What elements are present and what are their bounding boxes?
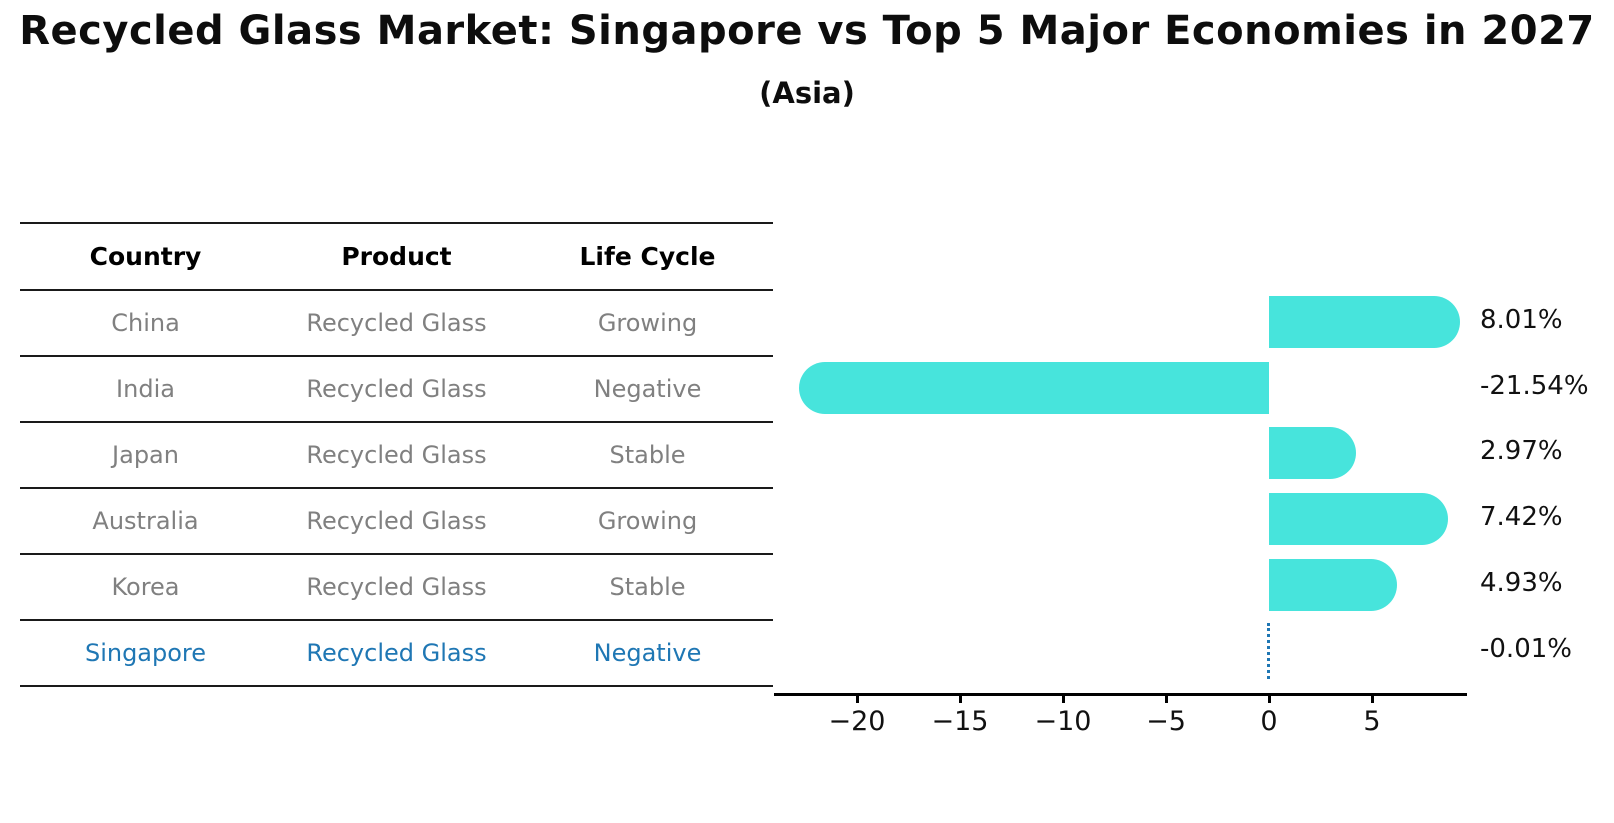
bar-india	[799, 362, 1269, 414]
cell-country: Japan	[112, 441, 179, 469]
value-label: 8.01%	[1480, 305, 1563, 335]
x-axis-tick	[958, 693, 962, 703]
country-table: Country Product Life Cycle China Recycled Gl…	[20, 222, 773, 687]
table-header-cell: Country	[89, 242, 202, 271]
bar-australia	[1269, 493, 1448, 545]
x-axis-tick-label: 5	[1363, 706, 1381, 737]
value-label: 2.97%	[1480, 436, 1563, 466]
x-axis-tick	[1370, 693, 1374, 703]
cell-life-cycle: Growing	[597, 309, 698, 337]
bar-japan	[1269, 427, 1357, 479]
cell-product: Recycled Glass	[306, 639, 487, 667]
chart-subtitle: (Asia)	[759, 76, 855, 110]
bar-china	[1269, 296, 1460, 348]
cell-country: Korea	[111, 573, 180, 601]
table-row: Australia Recycled Glass Growing	[20, 489, 773, 555]
cell-country: India	[116, 375, 175, 403]
table-row: India Recycled Glass Negative	[20, 357, 773, 423]
x-axis-tick-label: −20	[828, 706, 886, 737]
x-axis-tick-label: −15	[931, 706, 989, 737]
cell-product: Recycled Glass	[306, 309, 487, 337]
cell-life-cycle: Negative	[593, 639, 702, 667]
bar-chart: −20 −15 −10 −5 0 5 8.01% -21.54% 2.97% 7.42% 4.93%…	[774, 270, 1589, 737]
table-header-cell: Product	[341, 242, 452, 271]
cell-product: Recycled Glass	[306, 375, 487, 403]
cell-country: Singapore	[84, 639, 207, 667]
cell-life-cycle: Negative	[593, 375, 702, 403]
value-label: 4.93%	[1480, 568, 1563, 598]
singapore-zero-dashed-line	[1267, 623, 1271, 679]
x-axis-tick-label: 0	[1260, 706, 1278, 737]
bar-korea	[1269, 559, 1397, 611]
chart-title: Recycled Glass Market: Singapore vs Top …	[19, 8, 1595, 54]
cell-life-cycle: Stable	[609, 573, 686, 601]
table-row: China Recycled Glass Growing	[20, 291, 773, 357]
x-axis-tick-label: −10	[1034, 706, 1092, 737]
table-row: Singapore Recycled Glass Negative	[20, 621, 773, 687]
x-axis-tick	[1164, 693, 1168, 703]
cell-country: China	[111, 309, 180, 337]
table-header-row: Country Product Life Cycle	[20, 224, 773, 291]
x-axis-tick	[1061, 693, 1065, 703]
cell-product: Recycled Glass	[306, 507, 487, 535]
table-row: Korea Recycled Glass Stable	[20, 555, 773, 621]
table-row: Japan Recycled Glass Stable	[20, 423, 773, 489]
value-label: -0.01%	[1480, 634, 1572, 664]
table-header-cell: Life Cycle	[579, 242, 716, 271]
value-label: -21.54%	[1480, 371, 1589, 401]
x-axis-tick	[1267, 693, 1271, 703]
value-label: 7.42%	[1480, 502, 1563, 532]
cell-product: Recycled Glass	[306, 573, 487, 601]
cell-life-cycle: Stable	[609, 441, 686, 469]
cell-life-cycle: Growing	[597, 507, 698, 535]
cell-country: Australia	[92, 507, 199, 535]
cell-product: Recycled Glass	[306, 441, 487, 469]
x-axis-line	[774, 693, 1467, 696]
x-axis-tick	[855, 693, 859, 703]
x-axis-tick-label: −5	[1146, 706, 1186, 737]
